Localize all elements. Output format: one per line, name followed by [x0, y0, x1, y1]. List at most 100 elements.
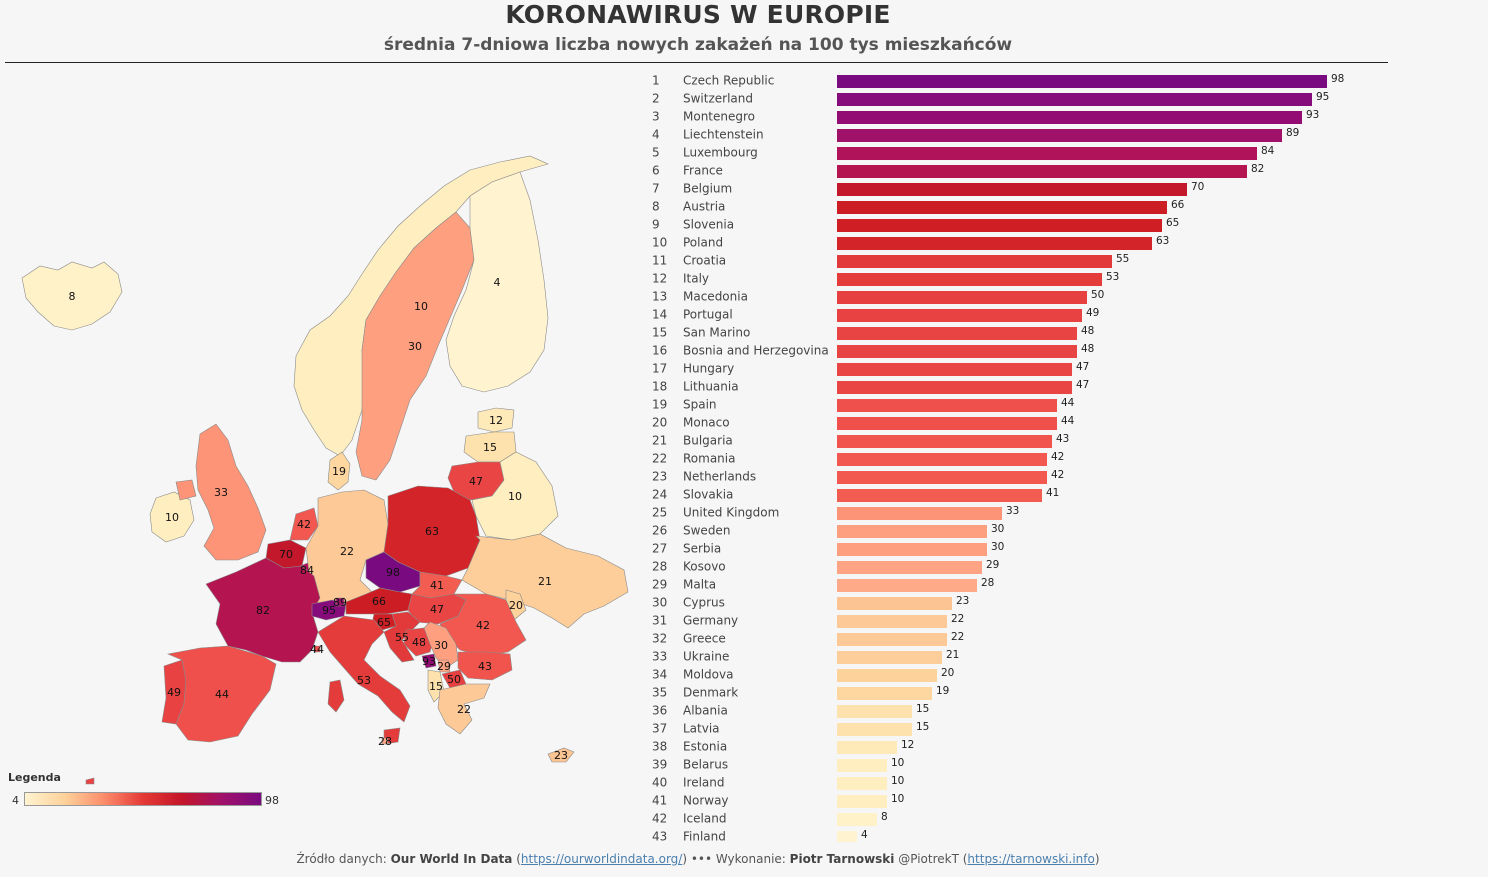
legend-min-label: 4	[12, 794, 19, 807]
bar-category-label: Slovenia	[683, 218, 734, 232]
bar[interactable]	[837, 615, 947, 628]
bar-value-label: 30	[991, 523, 1004, 535]
bar-rank: 28	[652, 560, 667, 574]
bar[interactable]	[837, 831, 857, 842]
bar-value-label: 98	[1331, 73, 1344, 85]
map-country-sardinia[interactable]	[327, 679, 345, 713]
ranking-bar-chart[interactable]: 1 Czech Republic 982 Switzerland 953 Monteneg…	[640, 66, 1388, 842]
bar-category-label: Bulgaria	[683, 434, 733, 448]
map-value-label: 66	[372, 595, 386, 608]
bar[interactable]	[837, 165, 1247, 178]
bar[interactable]	[837, 237, 1152, 250]
map-value-label: 48	[412, 636, 426, 649]
bar[interactable]	[837, 669, 937, 682]
bar[interactable]	[837, 201, 1167, 214]
bar[interactable]	[837, 651, 942, 664]
bar[interactable]	[837, 633, 947, 646]
bar[interactable]	[837, 111, 1302, 124]
bar[interactable]	[837, 705, 912, 718]
bar[interactable]	[837, 291, 1087, 304]
map-country-ukraine[interactable]	[461, 533, 629, 629]
bar-rank: 22	[652, 452, 667, 466]
bar[interactable]	[837, 525, 987, 538]
bar[interactable]	[837, 327, 1077, 340]
bar[interactable]	[837, 183, 1187, 196]
map-country-cyprus[interactable]	[547, 747, 575, 763]
map-country-france[interactable]	[205, 557, 321, 663]
map-country-netherlands[interactable]	[289, 507, 319, 541]
footer-source-prefix: Źródło danych:	[296, 852, 391, 866]
bar-rank: 16	[652, 344, 667, 358]
footer-source-link[interactable]: https://ourworldindata.org/	[520, 852, 683, 866]
map-value-label: 22	[457, 703, 471, 716]
bar[interactable]	[837, 813, 877, 826]
map-country-denmark[interactable]	[327, 451, 351, 491]
map-value-label: 33	[214, 486, 228, 499]
bar-rank: 26	[652, 524, 667, 538]
bar-rank: 2	[652, 92, 660, 106]
bar[interactable]	[837, 597, 952, 610]
bar[interactable]	[837, 759, 887, 772]
bar[interactable]	[837, 561, 982, 574]
bar[interactable]	[837, 723, 912, 736]
bar-value-label: 19	[936, 685, 949, 697]
bar[interactable]	[837, 579, 977, 592]
bar[interactable]	[837, 75, 1327, 88]
bar-rank: 14	[652, 308, 667, 322]
bar[interactable]	[837, 363, 1072, 376]
bar[interactable]	[837, 309, 1082, 322]
map-value-label: 55	[395, 631, 409, 644]
bar[interactable]	[837, 453, 1047, 466]
bar[interactable]	[837, 399, 1057, 412]
bar-rank: 35	[652, 686, 667, 700]
bar[interactable]	[837, 543, 987, 556]
map-country-germany[interactable]	[305, 489, 389, 613]
bar[interactable]	[837, 687, 932, 700]
map-country-finland[interactable]	[445, 171, 549, 393]
map-country-bulgaria[interactable]	[457, 651, 513, 681]
map-country-malta[interactable]	[381, 737, 389, 745]
bar[interactable]	[837, 435, 1052, 448]
map-country-greece[interactable]	[437, 683, 491, 735]
map-country-sweden[interactable]	[355, 211, 475, 481]
map-value-label: 30	[408, 340, 422, 353]
bar-series: 1 Czech Republic 982 Switzerland 953 Monteneg…	[652, 73, 1344, 842]
bar[interactable]	[837, 741, 897, 754]
footer-source-name: Our World In Data	[390, 852, 513, 866]
bar[interactable]	[837, 381, 1072, 394]
map-country-estonia[interactable]	[477, 407, 515, 433]
bar[interactable]	[837, 255, 1112, 268]
bar[interactable]	[837, 129, 1282, 142]
bar[interactable]	[837, 471, 1047, 484]
bar[interactable]	[837, 489, 1042, 502]
bar-category-label: Netherlands	[683, 470, 756, 484]
footer-separator: ••• Wykonanie:	[687, 852, 790, 866]
bar[interactable]	[837, 777, 887, 790]
map-country-iceland[interactable]	[21, 261, 123, 331]
bar-rank: 42	[652, 812, 667, 826]
bar[interactable]	[837, 795, 887, 808]
map-value-label: 98	[386, 566, 400, 579]
bar[interactable]	[837, 219, 1162, 232]
map-value-label: 20	[509, 599, 523, 612]
map-country-montenegro[interactable]	[421, 653, 437, 669]
bar-rank: 43	[652, 830, 667, 843]
map-country-croatia[interactable]	[383, 611, 421, 663]
europe-choropleth-map[interactable]: 8 10 30 4 12 15 47 19 10 10 33 42 70 84 22 63 98 41 21 82 95…	[0, 66, 640, 786]
map-country-monaco[interactable]	[313, 645, 321, 653]
bar[interactable]	[837, 345, 1077, 358]
bar-category-label: Italy	[683, 272, 709, 286]
bar-category-label: Poland	[683, 236, 723, 250]
bar[interactable]	[837, 93, 1312, 106]
title-divider	[5, 62, 1388, 63]
map-country-spain[interactable]	[166, 645, 277, 743]
footer-author-handle: @PiotrekT	[894, 852, 963, 866]
bar[interactable]	[837, 273, 1102, 286]
bar[interactable]	[837, 147, 1257, 160]
bar[interactable]	[837, 417, 1057, 430]
map-country-liechtenstein[interactable]	[335, 597, 345, 607]
map-country-united-kingdom[interactable]	[175, 423, 267, 561]
bar[interactable]	[837, 507, 1002, 520]
map-countries	[21, 155, 629, 785]
footer-author-link[interactable]: https://tarnowski.info	[967, 852, 1095, 866]
